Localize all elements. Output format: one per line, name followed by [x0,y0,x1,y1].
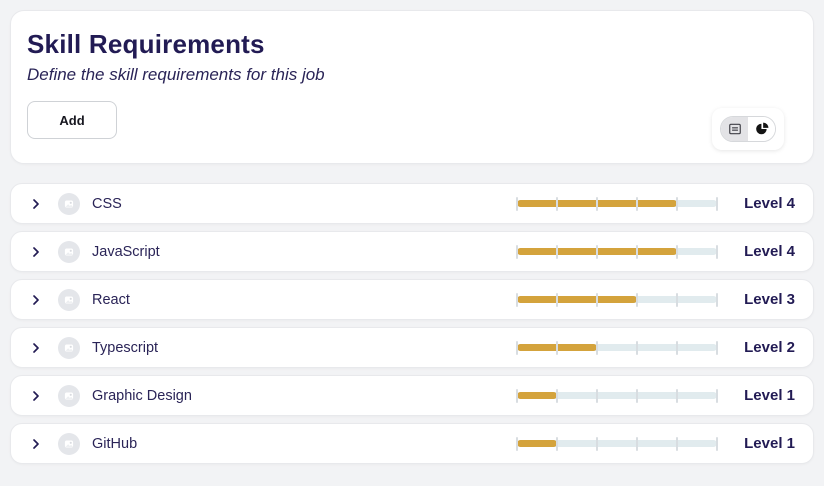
skill-level-label: Level 4 [744,243,795,260]
slider-tick [596,244,598,259]
expand-chevron-icon[interactable] [27,195,45,213]
slider-tick [516,244,518,259]
view-toggle-pill [720,116,776,142]
pie-chart-view-button[interactable] [748,117,775,141]
skill-row: Typescript Level 2 [10,327,814,368]
expand-chevron-icon[interactable] [27,339,45,357]
slider-tick [516,292,518,307]
slider-tick [676,244,678,259]
view-toggle [712,108,784,150]
slider-tick [676,196,678,211]
slider-fill [517,296,637,303]
expand-chevron-icon[interactable] [27,243,45,261]
skill-name: Typescript [92,339,159,356]
skill-level-label: Level 2 [744,339,795,356]
slider-tick [676,388,678,403]
skill-row: JavaScript Level 4 [10,231,814,272]
expand-chevron-icon[interactable] [27,435,45,453]
skill-avatar-icon [58,384,80,407]
slider-tick [596,388,598,403]
skill-avatar-icon [58,288,80,311]
skill-name: CSS [92,195,122,212]
skill-level-slider[interactable] [516,196,718,212]
slider-track [517,440,717,447]
skill-avatar-icon [58,240,80,263]
skill-row: React Level 3 [10,279,814,320]
skill-name: Graphic Design [92,387,192,404]
skill-list: CSS Level 4 JavaScript Level 4 [10,183,814,464]
slider-tick [636,388,638,403]
skill-level-slider[interactable] [516,388,718,404]
skill-level-label: Level 4 [744,195,795,212]
slider-fill [517,392,557,399]
slider-tick [556,436,558,451]
slider-tick [596,196,598,211]
skill-level-slider[interactable] [516,244,718,260]
slider-tick [516,388,518,403]
slider-tick [556,244,558,259]
slider-tick [596,340,598,355]
slider-tick [556,292,558,307]
skill-level-label: Level 1 [744,435,795,452]
slider-tick [636,436,638,451]
skill-level-label: Level 3 [744,291,795,308]
slider-tick [716,244,718,259]
skill-level-slider[interactable] [516,436,718,452]
slider-tick [516,340,518,355]
slider-tick [676,292,678,307]
slider-tick [556,388,558,403]
slider-tick [716,388,718,403]
skill-name: GitHub [92,435,138,452]
skill-requirements-panel: Skill Requirements Define the skill requ… [10,10,814,164]
skill-avatar-icon [58,192,80,215]
slider-tick [676,436,678,451]
skill-row: CSS Level 4 [10,183,814,224]
skill-level-slider[interactable] [516,292,718,308]
slider-fill [517,440,557,447]
list-view-icon [728,122,742,136]
skill-row: GitHub Level 1 [10,423,814,464]
expand-chevron-icon[interactable] [27,291,45,309]
page-title: Skill Requirements [27,29,265,59]
slider-tick [516,436,518,451]
slider-tick [716,292,718,307]
slider-tick [676,340,678,355]
slider-tick [556,196,558,211]
slider-tick [636,244,638,259]
skill-name: JavaScript [92,243,160,260]
slider-tick [516,196,518,211]
slider-tick [596,436,598,451]
add-skill-button[interactable]: Add [27,101,117,140]
page-subtitle: Define the skill requirements for this j… [27,65,325,85]
slider-tick [556,340,558,355]
skill-name: React [92,291,130,308]
pie-chart-icon [755,122,769,136]
slider-tick [716,196,718,211]
slider-tick [636,196,638,211]
list-view-button[interactable] [721,117,748,141]
expand-chevron-icon[interactable] [27,387,45,405]
slider-tick [636,292,638,307]
skill-avatar-icon [58,336,80,359]
skill-level-label: Level 1 [744,387,795,404]
slider-tick [596,292,598,307]
slider-tick [716,436,718,451]
slider-track [517,392,717,399]
slider-tick [636,340,638,355]
slider-tick [716,340,718,355]
slider-track [517,344,717,351]
skill-avatar-icon [58,432,80,455]
skill-row: Graphic Design Level 1 [10,375,814,416]
skill-level-slider[interactable] [516,340,718,356]
